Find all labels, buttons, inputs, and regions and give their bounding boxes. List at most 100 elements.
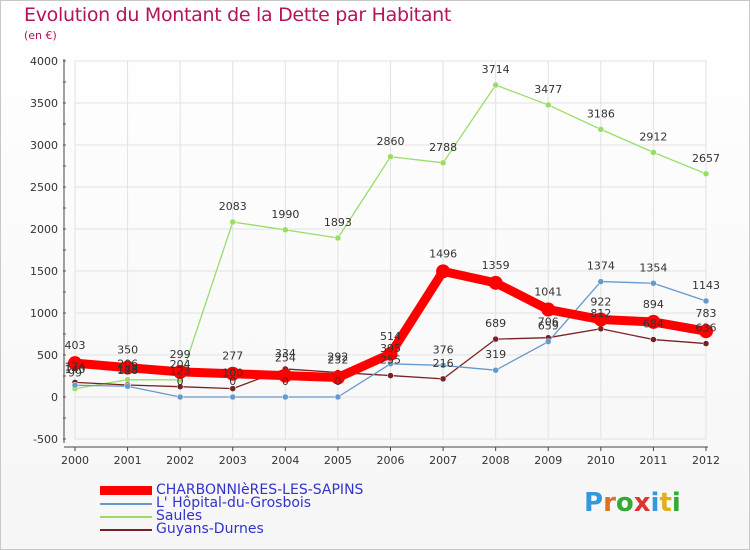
data-label: 403 (65, 339, 86, 352)
data-label: 783 (696, 307, 717, 320)
data-point (330, 370, 345, 385)
logo-letter: i (650, 488, 660, 518)
data-point (173, 364, 188, 379)
x-tick-label: 2012 (692, 454, 720, 467)
data-label: 2912 (639, 130, 667, 143)
data-label: 812 (590, 307, 611, 320)
data-label: 292 (327, 350, 348, 363)
x-tick-label: 2006 (377, 454, 405, 467)
data-point (439, 159, 447, 167)
data-label: 1359 (482, 259, 510, 272)
x-tick-label: 2005 (324, 454, 352, 467)
legend-swatch (100, 486, 152, 495)
logo-letter: r (603, 488, 616, 518)
x-tick-label: 2001 (114, 454, 142, 467)
legend-label: L' Hôpital-du-Grosbois (156, 495, 312, 511)
data-label: 636 (696, 322, 717, 335)
chart-title: Evolution du Montant de la Dette par Hab… (24, 4, 452, 26)
data-point (282, 393, 289, 401)
data-label: 659 (538, 320, 559, 333)
data-label: 2860 (377, 135, 405, 148)
data-point (229, 218, 236, 226)
data-label: 2788 (429, 141, 457, 154)
data-point (439, 362, 447, 369)
data-label: 255 (380, 354, 401, 367)
logo-letter: x (633, 488, 651, 518)
legend-label: Guyans-Durnes (156, 521, 264, 537)
y-tick-label: -500 (33, 433, 58, 446)
x-tick-label: 2010 (587, 454, 615, 467)
data-label: 706 (538, 316, 559, 329)
y-tick-label: 1000 (30, 307, 58, 320)
data-label: 3714 (482, 63, 510, 76)
data-point (650, 280, 657, 287)
data-label: 2083 (219, 200, 247, 213)
data-label: 395 (380, 342, 401, 355)
y-tick-label: 4000 (30, 55, 58, 68)
data-point (702, 340, 710, 347)
x-tick-label: 2004 (271, 454, 299, 467)
data-label: 216 (433, 357, 454, 370)
data-label: 350 (117, 344, 138, 357)
data-label: 123 (170, 365, 191, 378)
y-tick-label: 2500 (30, 181, 58, 194)
data-point (488, 275, 503, 290)
data-label: 0 (177, 375, 184, 388)
data-label: 2657 (692, 152, 720, 165)
unit-label: (en €) (24, 29, 57, 42)
data-point (120, 360, 135, 375)
x-tick-label: 2008 (482, 454, 510, 467)
data-label: 128 (117, 364, 138, 377)
y-tick-label: 1500 (30, 265, 58, 278)
data-point (334, 234, 342, 242)
data-label: 232 (327, 354, 348, 367)
data-label: 140 (65, 363, 86, 376)
data-point (492, 366, 499, 374)
data-point (229, 385, 236, 392)
data-label: 143 (117, 363, 138, 376)
data-label: 376 (433, 343, 454, 356)
data-point (492, 81, 499, 89)
data-label: 277 (222, 350, 243, 363)
data-point (124, 382, 131, 390)
data-label: 100 (222, 367, 243, 380)
legend-swatch (100, 503, 152, 505)
proxiti-logo: Proxiti (584, 488, 681, 518)
data-point (334, 393, 342, 401)
data-point (229, 393, 236, 401)
logo-letter: t (659, 488, 672, 518)
y-tick-label: 0 (51, 391, 58, 404)
data-point (383, 346, 398, 361)
data-point (387, 372, 394, 379)
data-point (699, 324, 713, 339)
data-point (702, 170, 710, 178)
data-label: 514 (380, 330, 401, 343)
legend-label: CHARBONNIèRES-LES-SAPINS (156, 482, 364, 498)
data-point (387, 153, 394, 161)
data-point (541, 302, 556, 317)
data-label: 206 (117, 358, 138, 371)
data-point (68, 356, 82, 371)
data-point (593, 312, 608, 327)
data-label: 1990 (271, 208, 299, 221)
x-tick-label: 2003 (219, 454, 247, 467)
data-label: 1143 (692, 279, 720, 292)
data-point (225, 366, 240, 381)
data-label: 99 (68, 367, 82, 380)
data-label: 1893 (324, 216, 352, 229)
data-point (439, 375, 447, 383)
data-label: 204 (170, 358, 191, 371)
data-label: 319 (485, 348, 506, 361)
data-labels: 99 206 204 2083 1990 1893 2860 2788 3714 3477 3186… (65, 63, 721, 388)
data-label: 334 (275, 347, 296, 360)
data-point (597, 325, 605, 333)
data-label: 922 (590, 296, 611, 309)
data-point (176, 393, 184, 401)
y-tick-label: 3500 (30, 97, 58, 110)
axes: -500050010001500200025003000350040002000… (30, 55, 720, 467)
data-point (650, 149, 657, 156)
legend-swatch (100, 516, 152, 518)
data-label: 174 (65, 360, 86, 373)
